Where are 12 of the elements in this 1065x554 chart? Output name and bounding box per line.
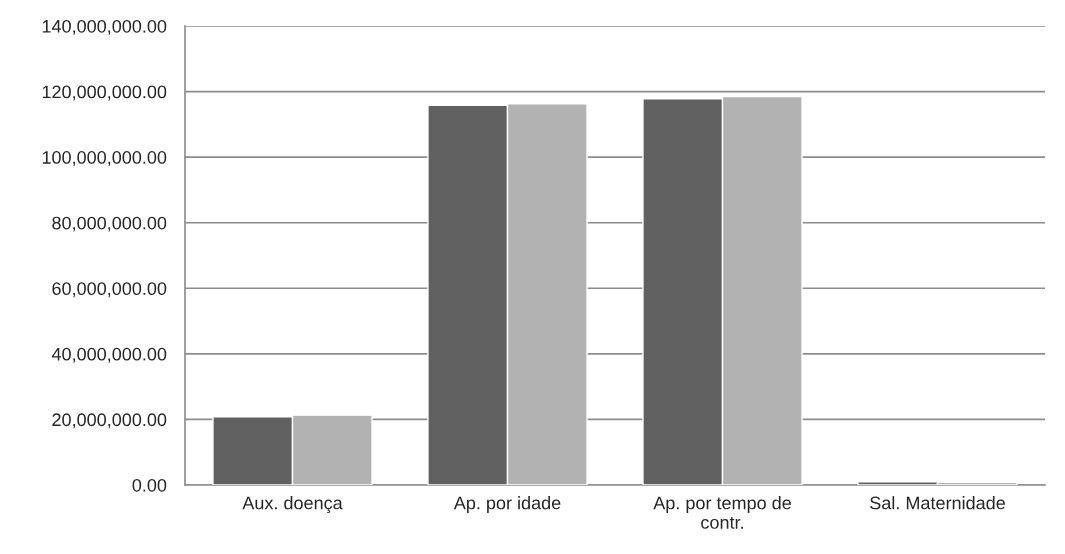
y-tick-label: 80,000,000.00 [52, 216, 167, 232]
y-tick-label: 120,000,000.00 [42, 85, 167, 101]
y-tick-label: 100,000,000.00 [42, 151, 167, 166]
y-tick-label: 40,000,000.00 [51, 347, 167, 363]
x-tick-label: Ap. por idade [453, 496, 561, 513]
x-tick-label: Sal. Maternidade [870, 496, 1005, 510]
x-tick-label: Aux. doença [242, 496, 343, 514]
y-tick-label: 0.00 [132, 478, 167, 492]
y-tick-label: 60,000,000.00 [52, 282, 167, 298]
y-tick-label: 140,000,000.00 [42, 19, 167, 35]
y-tick-label: 20,000,000.00 [52, 413, 167, 429]
x-tick-label: Ap. por tempo de contr. [653, 496, 791, 529]
